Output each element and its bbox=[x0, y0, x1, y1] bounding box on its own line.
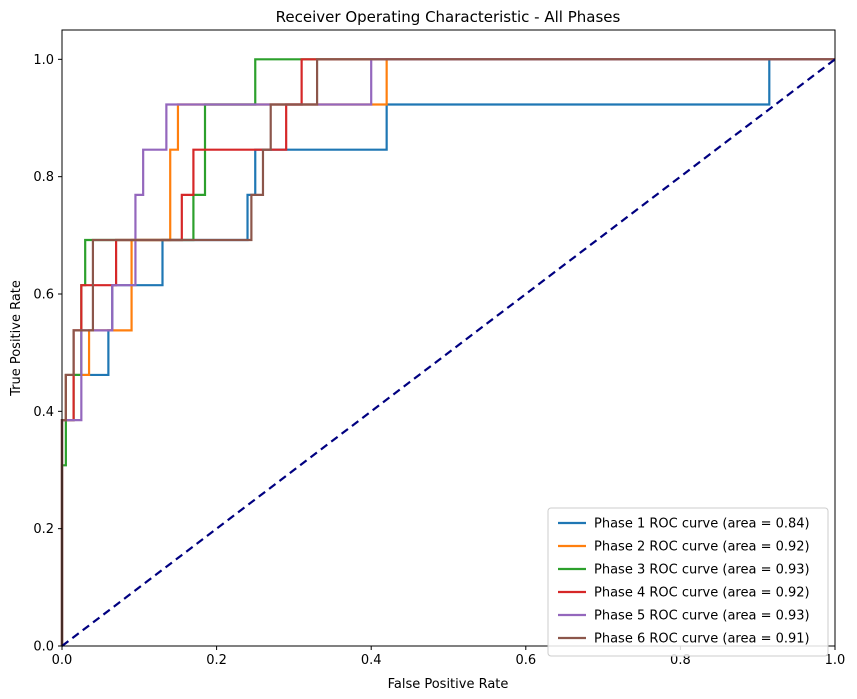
legend-label-phase-4: Phase 4 ROC curve (area = 0.92) bbox=[594, 586, 810, 601]
x-axis-label: False Positive Rate bbox=[388, 677, 509, 692]
plot-lines bbox=[60, 58, 836, 647]
y-tick-label: 0.6 bbox=[33, 288, 54, 303]
x-tick-label: 0.2 bbox=[206, 653, 227, 668]
x-tick-label: 0.6 bbox=[515, 653, 536, 668]
y-tick-label: 0.8 bbox=[33, 170, 54, 185]
y-tick-label: 1.0 bbox=[33, 53, 54, 68]
x-tick-label: 0.4 bbox=[361, 653, 382, 668]
legend: Phase 1 ROC curve (area = 0.84) Phase 2 R… bbox=[547, 507, 829, 657]
plot-frame bbox=[61, 29, 836, 647]
x-tick-label: 0.0 bbox=[52, 653, 73, 668]
legend-label-phase-5: Phase 5 ROC curve (area = 0.93) bbox=[594, 609, 810, 624]
legend-label-phase-1: Phase 1 ROC curve (area = 0.84) bbox=[594, 517, 810, 532]
y-tick-label: 0.0 bbox=[33, 640, 54, 655]
chart-title: Receiver Operating Characteristic - All … bbox=[276, 8, 621, 26]
y-tick-label: 0.2 bbox=[33, 522, 54, 537]
x-tick-label: 1.0 bbox=[825, 653, 846, 668]
x-tick-label: 0.8 bbox=[670, 653, 691, 668]
legend-label-phase-6: Phase 6 ROC curve (area = 0.91) bbox=[594, 632, 810, 647]
legend-label-phase-2: Phase 2 ROC curve (area = 0.92) bbox=[594, 540, 810, 555]
series-line-phase-6 bbox=[60, 58, 835, 646]
y-axis-label: True Positive Rate bbox=[9, 280, 24, 397]
legend-box bbox=[547, 507, 829, 657]
legend-label-phase-3: Phase 3 ROC curve (area = 0.93) bbox=[594, 563, 810, 578]
reference-diagonal-line bbox=[61, 58, 836, 647]
y-tick-label: 0.4 bbox=[33, 405, 54, 420]
axes: 0.0 0.2 0.4 0.6 0.8 1.0 0.0 0.2 0.4 0.6 0.8 1.0 bbox=[33, 29, 846, 668]
